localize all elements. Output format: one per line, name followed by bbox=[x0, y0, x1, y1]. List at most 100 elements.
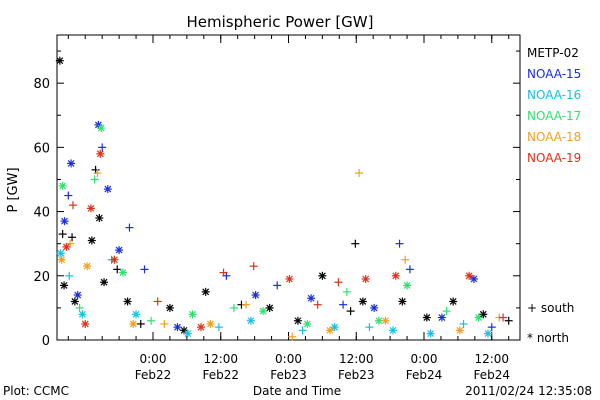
data-point bbox=[113, 265, 122, 274]
data-point bbox=[370, 303, 379, 312]
data-point bbox=[98, 143, 107, 152]
data-point bbox=[58, 230, 67, 239]
x-tick-date: Feb23 bbox=[270, 368, 307, 382]
y-axis-label: P [GW] bbox=[6, 167, 21, 212]
data-point bbox=[129, 319, 138, 328]
data-point bbox=[58, 181, 67, 190]
data-point bbox=[95, 214, 104, 222]
y-tick-label: 80 bbox=[33, 77, 50, 92]
data-point bbox=[298, 326, 307, 335]
data-point bbox=[265, 303, 274, 312]
data-point bbox=[153, 297, 162, 306]
legend-entry: NOAA-16 bbox=[527, 88, 581, 102]
data-point bbox=[426, 329, 435, 338]
y-tick-label: 40 bbox=[33, 206, 50, 221]
x-tick-label: 12:00 bbox=[203, 352, 238, 366]
data-point bbox=[125, 223, 134, 232]
data-point bbox=[293, 316, 302, 325]
y-axis: 0 20 40 60 80 bbox=[33, 50, 520, 349]
data-point bbox=[65, 271, 74, 280]
x-tick-label: 12:00 bbox=[474, 352, 509, 366]
x-axis: 0:00 Feb22 12:00 Feb22 0:00 Feb23 12:00 Feb23 0:… bbox=[67, 35, 511, 382]
data-point bbox=[73, 291, 82, 300]
data-point bbox=[67, 159, 76, 168]
data-point bbox=[173, 323, 182, 332]
x-tick-label: 0:00 bbox=[140, 352, 167, 366]
data-point bbox=[78, 310, 87, 319]
data-point bbox=[401, 255, 410, 264]
data-points bbox=[55, 56, 513, 341]
data-point bbox=[147, 316, 156, 325]
data-point bbox=[188, 310, 197, 319]
data-point bbox=[64, 191, 73, 200]
data-point bbox=[465, 271, 474, 280]
data-point bbox=[504, 316, 513, 325]
y-tick-label: 20 bbox=[33, 270, 50, 285]
data-point bbox=[346, 307, 355, 316]
legend-entry: NOAA-18 bbox=[527, 130, 581, 144]
data-point bbox=[442, 307, 451, 316]
x-tick-label: 0:00 bbox=[275, 352, 302, 366]
data-point bbox=[288, 332, 297, 341]
x-axis-label: Date and Time bbox=[253, 384, 341, 398]
footer-timestamp: 2011/02/24 12:35:08 bbox=[465, 384, 592, 398]
data-point bbox=[100, 278, 109, 287]
data-point bbox=[342, 287, 351, 296]
data-point bbox=[313, 300, 322, 309]
data-point bbox=[160, 319, 169, 328]
marker-legend-entry: + south bbox=[527, 301, 574, 315]
data-point bbox=[455, 326, 464, 335]
data-point bbox=[56, 249, 65, 258]
data-point bbox=[422, 313, 431, 322]
data-point bbox=[273, 281, 282, 290]
legend-entry: METP-02 bbox=[527, 46, 579, 60]
x-tick-date: Feb24 bbox=[406, 368, 443, 382]
data-point bbox=[395, 239, 404, 248]
data-point bbox=[140, 265, 149, 274]
data-point bbox=[437, 313, 446, 322]
x-tick-label: 0:00 bbox=[411, 352, 438, 366]
data-point bbox=[68, 201, 77, 210]
data-point bbox=[355, 169, 364, 178]
data-point bbox=[93, 169, 102, 178]
data-point bbox=[75, 303, 84, 312]
data-point bbox=[96, 149, 105, 158]
data-point bbox=[62, 242, 71, 251]
data-point bbox=[60, 217, 69, 226]
data-point bbox=[81, 319, 90, 328]
data-point bbox=[214, 323, 223, 332]
data-point bbox=[459, 319, 468, 328]
data-point bbox=[351, 239, 360, 248]
data-point bbox=[86, 204, 95, 213]
data-point bbox=[499, 313, 508, 322]
data-point bbox=[325, 326, 334, 335]
data-point bbox=[405, 265, 414, 274]
data-point bbox=[381, 316, 390, 325]
legend-entry: NOAA-15 bbox=[527, 67, 581, 81]
data-point bbox=[60, 281, 69, 290]
x-tick-label: 12:00 bbox=[339, 352, 374, 366]
data-point bbox=[391, 271, 400, 280]
data-point bbox=[388, 326, 397, 335]
data-point bbox=[449, 297, 458, 306]
data-point bbox=[97, 124, 106, 133]
y-tick-label: 60 bbox=[33, 141, 50, 156]
data-point bbox=[330, 323, 339, 332]
data-point bbox=[55, 56, 64, 65]
data-point bbox=[201, 287, 210, 296]
x-tick-date: Feb22 bbox=[202, 368, 239, 382]
data-point bbox=[136, 319, 145, 328]
footer-plot-credit: Plot: CCMC bbox=[3, 384, 69, 398]
data-point bbox=[70, 297, 79, 306]
data-point bbox=[103, 185, 112, 194]
data-point bbox=[334, 278, 343, 287]
data-point bbox=[229, 303, 238, 312]
data-point bbox=[259, 307, 268, 316]
x-tick-date: Feb24 bbox=[474, 368, 511, 382]
data-point bbox=[403, 281, 412, 290]
data-point bbox=[196, 323, 205, 332]
data-point bbox=[90, 175, 99, 184]
data-point bbox=[361, 275, 370, 283]
data-point bbox=[115, 246, 124, 255]
